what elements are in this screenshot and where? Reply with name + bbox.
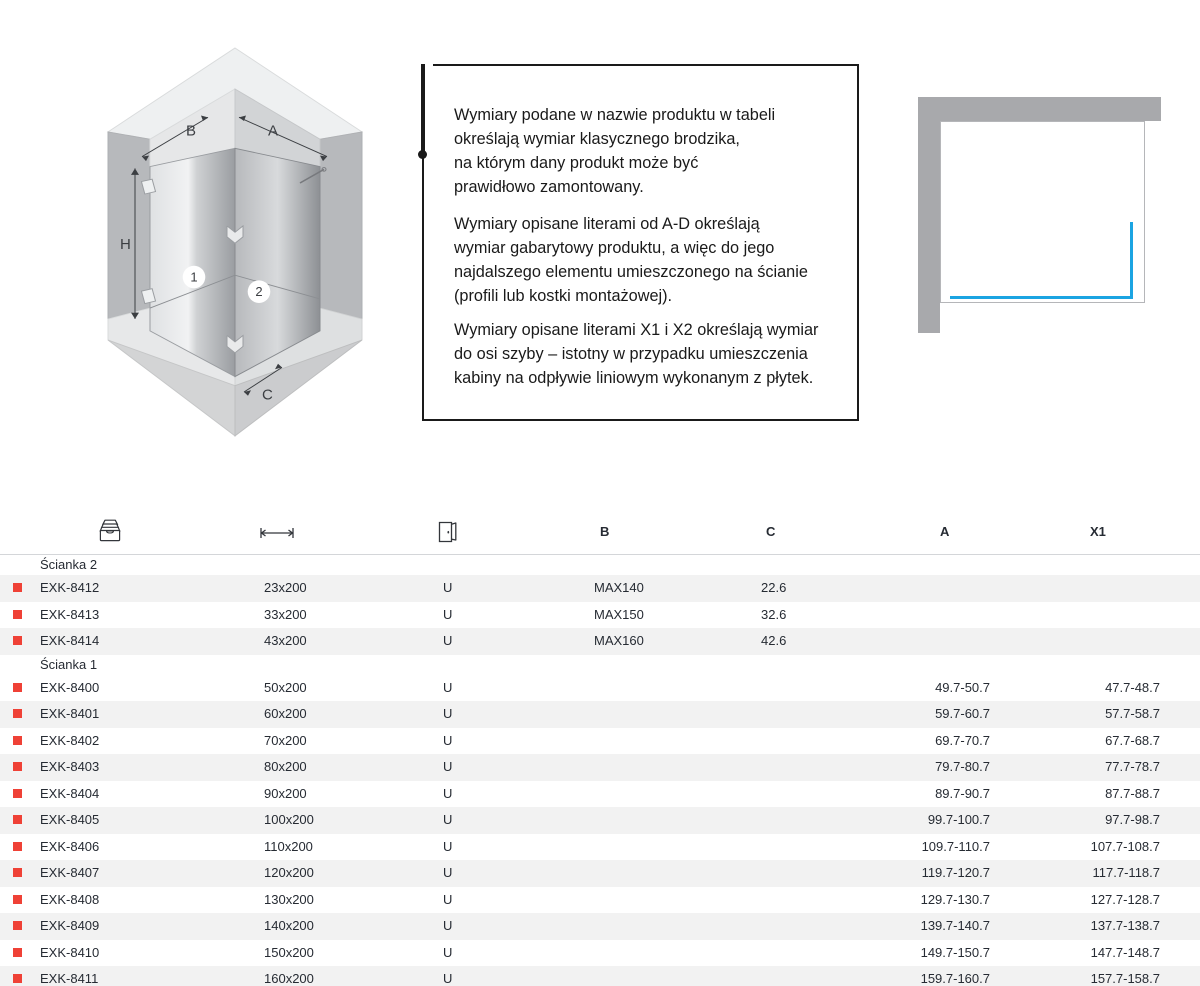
svg-text:H: H	[120, 236, 131, 253]
svg-text:C: C	[262, 386, 273, 403]
svg-text:B: B	[186, 123, 196, 140]
svg-text:2: 2	[255, 284, 262, 299]
svg-text:A: A	[268, 123, 278, 140]
svg-text:1: 1	[190, 270, 197, 285]
